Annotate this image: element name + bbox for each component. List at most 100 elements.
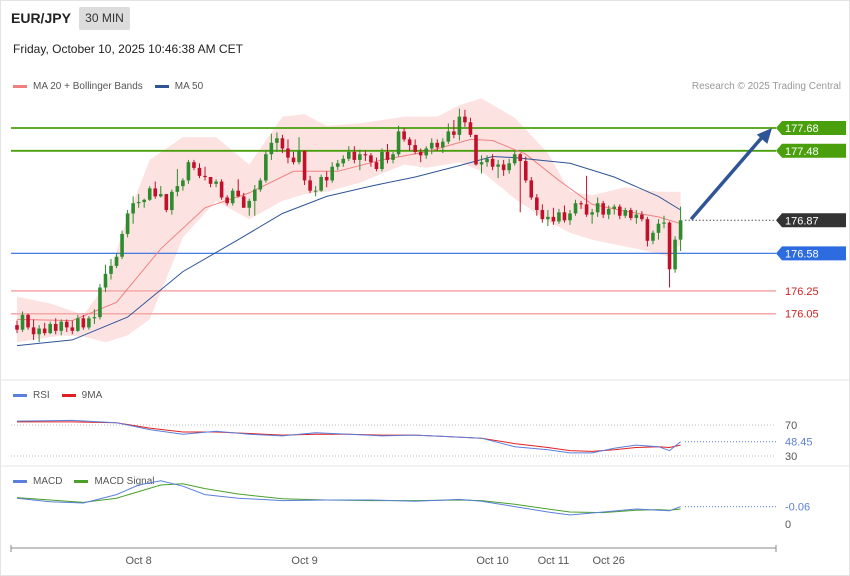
candle-body: [562, 212, 567, 221]
candle-body: [147, 188, 152, 200]
candle-body: [584, 204, 589, 215]
candle-body: [369, 155, 373, 163]
bollinger-band-fill: [17, 98, 681, 343]
legend-macd-signal: MACD Signal: [74, 476, 154, 487]
candle-body: [335, 163, 340, 167]
candle-body: [667, 222, 672, 270]
candle-body: [158, 194, 163, 197]
candle-body: [352, 151, 357, 160]
candle-body: [623, 210, 628, 216]
candle-body: [319, 176, 323, 191]
legend-macd-label: MACD: [33, 476, 63, 487]
candle-body: [595, 203, 600, 213]
candle-body: [241, 196, 246, 208]
candle-body: [490, 158, 495, 167]
x-tick-label: Oct 8: [126, 555, 152, 567]
candle-body: [629, 210, 633, 219]
candle-body: [59, 321, 64, 331]
legend-rsi-9ma-label: 9MA: [81, 390, 103, 401]
candle-body: [617, 206, 622, 216]
candle-body: [197, 167, 202, 176]
candle-body: [131, 203, 135, 214]
candle-body: [175, 186, 180, 192]
candle-body: [236, 190, 240, 197]
candle-body: [557, 212, 561, 222]
candle-body: [214, 181, 218, 184]
candle-body: [540, 210, 545, 220]
candle-body: [264, 154, 268, 181]
macd-line: [16, 480, 681, 516]
x-tick-label: Oct 9: [291, 555, 317, 567]
support-label: 176.05: [785, 309, 819, 321]
ma50-line: [16, 155, 681, 347]
x-tick-label: Oct 11: [538, 555, 570, 567]
candle-body: [181, 180, 185, 187]
rsi-tick-label: 30: [785, 451, 797, 463]
legend-rsi-9ma: 9MA: [61, 390, 103, 401]
datetime-label: Friday, October 10, 2025 10:46:38 AM CET: [13, 42, 243, 56]
candle-body: [252, 189, 257, 201]
candle-body: [87, 318, 91, 328]
candle-body: [568, 213, 572, 221]
candle-body: [413, 145, 417, 152]
candle-body: [203, 175, 207, 177]
legend-ma50: MA 50: [154, 81, 203, 92]
candle-body: [507, 163, 511, 171]
candle-body: [53, 323, 58, 331]
rsi-line: [16, 419, 681, 454]
candle-body: [26, 314, 30, 328]
candle-body: [535, 197, 539, 211]
candle-body: [164, 194, 169, 211]
candle-body: [612, 206, 617, 209]
candle-body: [512, 154, 517, 164]
candle-body: [347, 151, 351, 159]
candle-body: [125, 213, 130, 234]
candle-body: [330, 166, 335, 181]
candle-body: [645, 219, 650, 241]
projection-arrow-head: [756, 128, 772, 144]
candle-body: [363, 154, 368, 156]
candle-body: [391, 154, 395, 160]
x-axis: Oct 8 Oct 9 Oct 10 Oct 11 Oct 26: [10, 545, 777, 567]
rsi-last-label: 48.45: [785, 437, 813, 449]
candle-body: [142, 199, 146, 203]
candle-body: [551, 216, 556, 222]
legend-macd-signal-swatch: [74, 480, 89, 483]
bollinger-band-layer: [17, 98, 681, 343]
legend-rsi-label: RSI: [33, 390, 50, 401]
last-price-tag: [776, 213, 846, 228]
candle-body: [120, 233, 124, 257]
candle-body: [247, 200, 252, 208]
candle-body: [76, 318, 80, 331]
candle-body: [15, 325, 19, 330]
candle-body: [479, 162, 484, 165]
candle-body: [590, 212, 594, 215]
legend-rsi: RSI: [13, 390, 50, 401]
candle-body: [402, 131, 406, 140]
support-label: 176.25: [785, 286, 819, 298]
legend-macd-signal-label: MACD Signal: [94, 476, 155, 487]
candle-body: [98, 287, 102, 318]
candle-body: [407, 139, 412, 146]
candle-body: [606, 208, 611, 215]
candle-body: [324, 176, 329, 181]
rsi-tick-label: 70: [785, 420, 797, 432]
candle-body: [579, 203, 583, 205]
candle-body: [302, 150, 307, 181]
rsi-9ma-line: [17, 421, 681, 452]
candle-body: [70, 327, 75, 331]
timeframe-button[interactable]: 30 MIN: [79, 7, 130, 30]
candle-body: [31, 327, 36, 335]
resistance-label: 177.48: [785, 146, 819, 158]
candle-body: [37, 328, 41, 335]
candle-body: [230, 190, 235, 204]
candle-body: [20, 314, 25, 330]
x-tick-label: Oct 10: [476, 555, 508, 567]
price-legend: MA 20 + Bollinger Bands MA 50: [13, 81, 215, 92]
candle-body: [313, 190, 318, 192]
legend-rsi-swatch: [13, 394, 27, 397]
candle-body: [42, 328, 47, 334]
candle-body: [170, 191, 174, 211]
candle-body: [485, 158, 489, 163]
legend-rsi-9ma-swatch: [61, 394, 76, 397]
